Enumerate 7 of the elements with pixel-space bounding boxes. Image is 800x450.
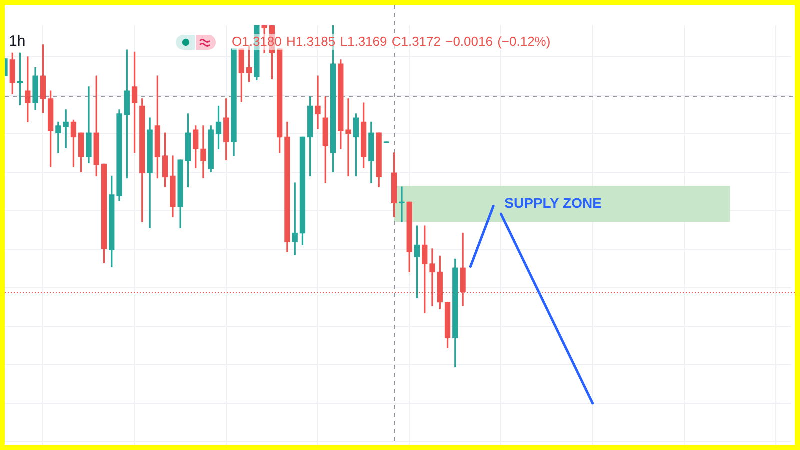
candlestick [200, 126, 206, 179]
text: 1h [9, 33, 26, 50]
candlestick [346, 98, 352, 177]
candlestick [315, 76, 321, 130]
band-label: SUPPLY ZONE [504, 194, 602, 211]
text: O1.3180 H1.3185 L1.3169 C1.3172 −0.0016 (−0.12%) [232, 34, 551, 50]
candlestick [399, 186, 405, 222]
